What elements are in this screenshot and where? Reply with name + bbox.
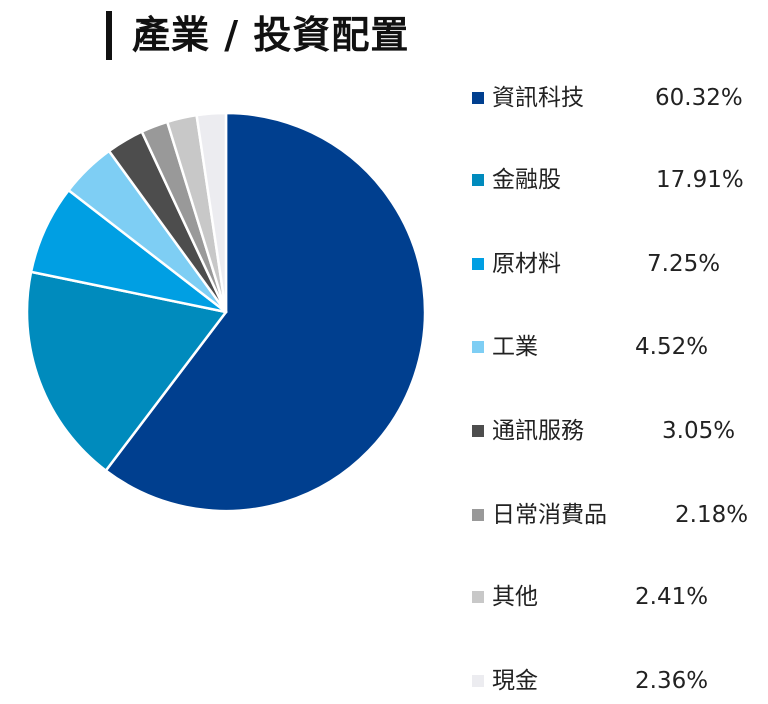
legend-value: 2.41% [635,584,709,610]
pie-slice-2 [25,270,228,472]
legend-label: 工業 [492,334,538,360]
pie-slice-8 [195,111,228,314]
chart-title: 產業 / 投資配置 [106,10,409,60]
pie-chart [25,111,427,513]
legend-item-materials: 原材料 7.25% [472,249,762,279]
legend-value: 3.05% [662,418,736,444]
legend-item-financials: 金融股 17.91% [472,165,762,195]
legend-value: 7.25% [647,251,721,277]
legend-swatch-icon [472,425,484,437]
legend-swatch-icon [472,509,484,521]
pie-chart-svg [25,111,427,513]
legend-value: 2.36% [635,668,709,694]
legend-label: 現金 [492,668,538,694]
legend-swatch-icon [472,341,484,353]
title-text: 產業 / 投資配置 [132,13,410,57]
title-accent-bar [106,10,112,60]
legend-value: 60.32% [655,85,743,111]
legend-item-industrials: 工業 4.52% [472,332,762,362]
legend-item-consumer-staples: 日常消費品 2.18% [472,500,762,530]
legend-swatch-icon [472,675,484,687]
legend-value: 4.52% [635,334,709,360]
legend-swatch-icon [472,174,484,186]
legend: 資訊科技 60.32% 金融股 17.91% 原材料 7.25% 工業 4.52… [472,0,768,704]
legend-label: 資訊科技 [492,85,584,111]
legend-label: 原材料 [492,251,561,277]
legend-label: 日常消費品 [492,502,607,528]
pie-slice-1 [104,111,427,513]
legend-swatch-icon [472,258,484,270]
legend-swatch-icon [472,92,484,104]
legend-label: 通訊服務 [492,418,584,444]
legend-item-other: 其他 2.41% [472,582,762,612]
legend-label: 其他 [492,584,538,610]
legend-value: 17.91% [656,167,744,193]
legend-item-cash: 現金 2.36% [472,666,762,696]
legend-label: 金融股 [492,167,561,193]
legend-swatch-icon [472,591,484,603]
legend-item-communication: 通訊服務 3.05% [472,416,762,446]
legend-item-info-tech: 資訊科技 60.32% [472,83,762,113]
legend-value: 2.18% [675,502,749,528]
